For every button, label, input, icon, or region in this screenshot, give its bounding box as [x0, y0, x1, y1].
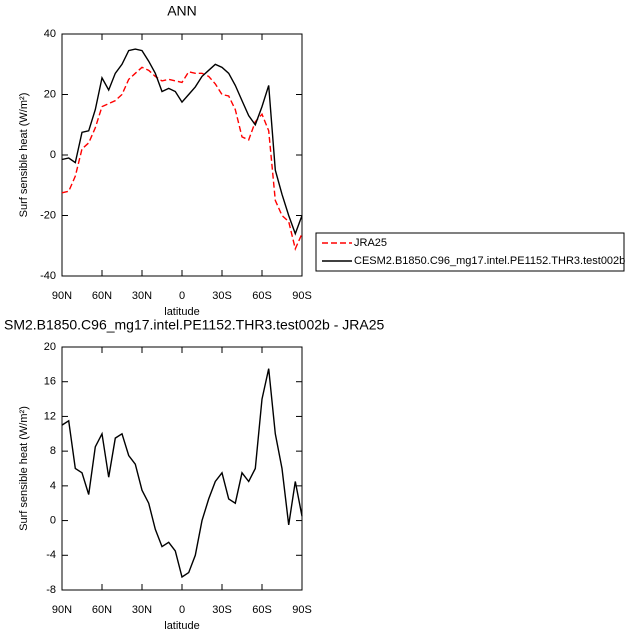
y-tick-label: 20: [44, 88, 56, 100]
y-tick-label: -40: [40, 270, 56, 282]
x-tick-label: 0: [179, 604, 185, 616]
x-tick-label: 90N: [52, 290, 72, 302]
y-tick-label: 8: [50, 445, 56, 457]
y-tick-label: -8: [46, 584, 56, 596]
y-tick-label: 16: [44, 376, 56, 388]
x-tick-label: 30N: [132, 290, 152, 302]
chart-title: SM2.B1850.C96_mg17.intel.PE1152.THR3.tes…: [4, 317, 385, 333]
x-tick-label: 30N: [132, 604, 152, 616]
legend-label: CESM2.B1850.C96_mg17.intel.PE1152.THR3.t…: [354, 255, 625, 267]
x-tick-label: 60N: [92, 290, 112, 302]
data-line: [61, 368, 303, 579]
y-tick-label: 0: [50, 149, 56, 161]
x-tick-label: 90S: [292, 604, 312, 616]
x-tick-label: 60N: [92, 604, 112, 616]
x-tick-label: 30S: [212, 290, 232, 302]
y-axis-label: Surf sensible heat (W/m²): [18, 406, 30, 531]
legend-box: [315, 232, 625, 272]
data-line: [61, 48, 303, 236]
data-line: [61, 66, 303, 251]
y-tick-label: 4: [50, 480, 56, 492]
x-axis-label: latitude: [164, 306, 199, 318]
y-tick-label: 20: [44, 341, 56, 353]
y-axis-label: Surf sensible heat (W/m²): [18, 93, 30, 218]
x-tick-label: 90S: [292, 290, 312, 302]
legend-label: JRA25: [354, 237, 387, 249]
x-tick-label: 90N: [52, 604, 72, 616]
y-tick-label: 0: [50, 514, 56, 526]
plot-frame: [61, 346, 303, 591]
chart-title: ANN: [167, 3, 197, 19]
x-axis-label: latitude: [164, 620, 199, 632]
y-tick-label: 12: [44, 410, 56, 422]
y-tick-label: 40: [44, 28, 56, 40]
plot-frame: [61, 33, 303, 277]
x-tick-label: 0: [179, 290, 185, 302]
y-tick-label: -4: [46, 549, 56, 561]
x-tick-label: 60S: [252, 290, 272, 302]
x-tick-label: 30S: [212, 604, 232, 616]
x-tick-label: 60S: [252, 604, 272, 616]
y-tick-label: -20: [40, 209, 56, 221]
